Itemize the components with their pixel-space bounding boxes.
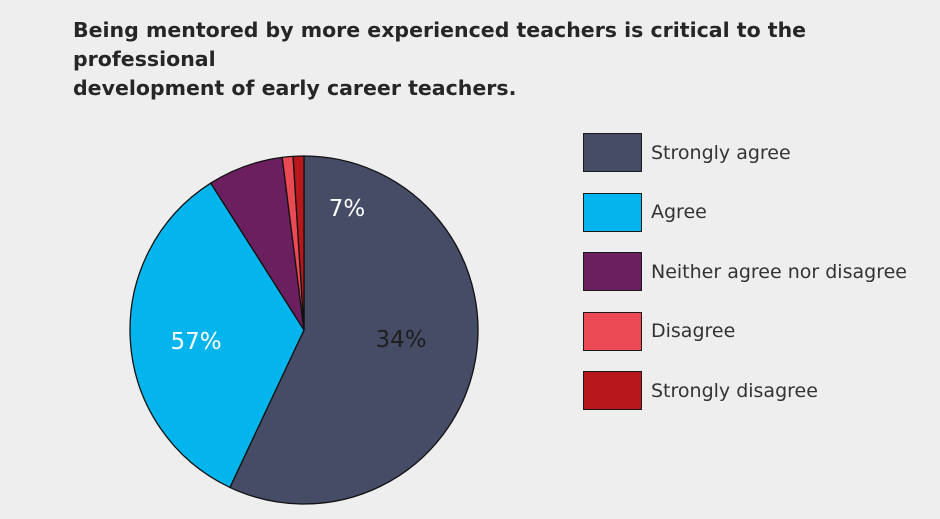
legend: Strongly agree Agree Neither agree nor dis… xyxy=(583,131,907,429)
legend-item-neither-agree-nor-disagree: Neither agree nor disagree xyxy=(583,250,907,293)
legend-item-strongly-agree: Strongly agree xyxy=(583,131,907,174)
legend-label-neither-agree-nor-disagree: Neither agree nor disagree xyxy=(651,260,907,283)
legend-label-strongly-disagree: Strongly disagree xyxy=(651,379,818,402)
chart-title-line-2: development of early career teachers. xyxy=(73,76,517,100)
legend-swatch-neither-agree-nor-disagree xyxy=(583,252,642,291)
legend-item-strongly-disagree: Strongly disagree xyxy=(583,369,907,412)
chart-title: Being mentored by more experienced teach… xyxy=(73,16,893,103)
legend-swatch-strongly-agree xyxy=(583,133,642,172)
legend-item-disagree: Disagree xyxy=(583,310,907,353)
legend-swatch-disagree xyxy=(583,311,642,351)
chart-title-line-1: Being mentored by more experienced teach… xyxy=(73,18,807,71)
legend-label-agree: Agree xyxy=(651,201,707,223)
slice-label-agree: 34% xyxy=(375,327,426,353)
legend-label-strongly-agree: Strongly agree xyxy=(651,141,791,164)
slice-label-neither-agree-nor-disagree: 7% xyxy=(329,196,366,222)
legend-swatch-agree xyxy=(583,192,642,232)
slice-label-strongly-agree: 57% xyxy=(170,329,221,355)
legend-item-agree: Agree xyxy=(583,191,907,234)
legend-label-disagree: Disagree xyxy=(651,320,736,342)
pie-slice-agree xyxy=(129,182,305,489)
legend-swatch-strongly-disagree xyxy=(583,371,642,410)
pie-slice-strongly-agree xyxy=(229,155,479,505)
pie-slice-strongly-disagree xyxy=(292,155,305,331)
